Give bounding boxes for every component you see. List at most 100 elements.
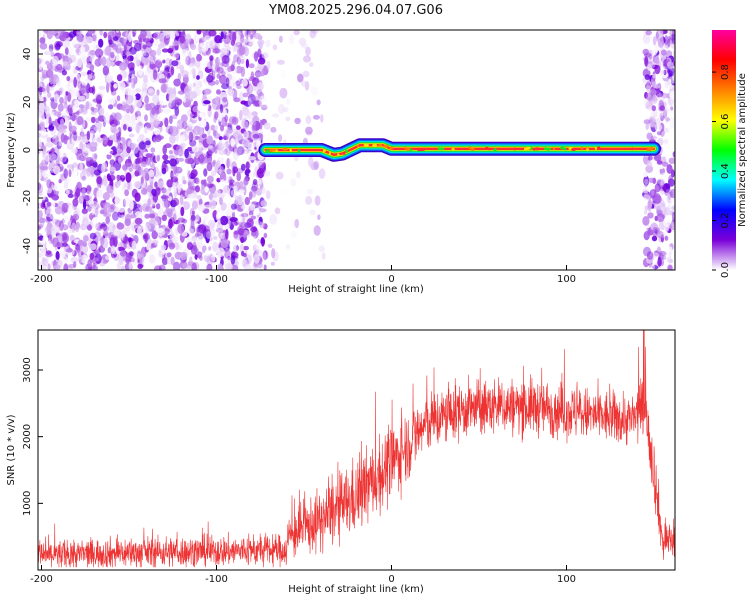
noise-speckle [642,33,651,44]
noise-speckle [664,235,669,241]
x-tick-label: -200 [30,574,53,585]
noise-speckle [215,228,224,233]
noise-speckle [52,184,58,191]
noise-speckle [89,64,95,72]
noise-speckle [83,264,89,270]
noise-speckle [670,106,674,111]
noise-speckle [136,116,144,121]
noise-speckle [255,162,261,167]
noise-speckle [174,96,179,104]
signal-track-speckle [363,143,370,147]
noise-speckle [45,253,52,259]
signal-track-speckle [389,146,394,150]
noise-speckle [172,236,179,242]
colorbar-tick-label: 0.4 [720,163,731,179]
noise-speckle [294,117,301,125]
noise-speckle [46,179,52,189]
noise-speckle [59,158,64,168]
noise-speckle [169,150,173,155]
noise-speckle [249,120,257,126]
noise-speckle [262,170,271,177]
noise-speckle [177,224,185,234]
noise-speckle [93,108,100,119]
noise-speckle [668,157,675,164]
noise-speckle [253,253,260,264]
noise-speckle [95,93,103,101]
noise-speckle [59,225,64,236]
noise-speckle [214,111,219,119]
noise-speckle [651,252,660,258]
noise-speckle [112,211,119,221]
noise-speckle [80,132,85,139]
noise-speckle [184,148,190,159]
noise-speckle [254,66,263,72]
noise-speckle [223,42,230,48]
noise-speckle [648,264,656,270]
x-tick-label: 0 [388,274,394,285]
noise-speckle [65,248,74,253]
noise-speckle [112,132,120,143]
noise-speckle [106,57,111,68]
noise-speckle [206,183,215,188]
noise-speckle [233,245,239,253]
noise-speckle [131,89,137,98]
noise-speckle [209,55,214,61]
noise-speckle [239,91,244,102]
noise-speckle [212,69,217,77]
noise-speckle [88,86,95,94]
noise-speckle [126,181,131,190]
noise-speckle [76,116,84,126]
noise-speckle [52,237,59,248]
noise-speckle [137,65,144,76]
noise-speckle [52,68,59,74]
noise-speckle [122,198,126,208]
noise-speckle [125,51,132,56]
snr-x-label: Height of straight line (km) [288,584,424,595]
noise-speckle [87,30,96,35]
noise-speckle [207,219,216,229]
noise-speckle [52,55,59,65]
noise-speckle [669,259,673,264]
noise-speckle [252,179,258,186]
noise-speckle [233,54,239,63]
noise-speckle [38,63,43,70]
noise-speckle [131,143,137,149]
noise-speckle [667,30,673,37]
noise-speckle [246,218,254,228]
noise-speckle [149,63,156,69]
noise-speckle [92,98,101,103]
noise-speckle [235,216,243,224]
noise-speckle [181,49,189,58]
noise-speckle [185,55,191,66]
noise-speckle [69,189,73,195]
noise-speckle [113,235,118,241]
noise-speckle [84,217,90,227]
noise-speckle [188,121,193,127]
noise-speckle [255,242,263,251]
noise-speckle [225,209,233,217]
noise-speckle [161,214,167,222]
noise-speckle [225,126,233,138]
noise-speckle [155,164,160,175]
signal-track-speckle [526,146,531,150]
noise-speckle [657,37,665,48]
noise-speckle [237,194,243,206]
noise-speckle [229,52,235,62]
noise-speckle [644,56,649,67]
noise-speckle [154,256,160,263]
noise-speckle [155,203,161,210]
noise-speckle [195,178,200,185]
noise-speckle [53,264,61,270]
noise-speckle [261,162,266,170]
noise-speckle [641,108,650,114]
noise-speckle [669,190,673,198]
noise-speckle [49,153,58,163]
noise-speckle [109,150,118,155]
noise-speckle [66,141,74,150]
noise-speckle [55,251,60,261]
noise-speckle [40,245,46,256]
noise-speckle [191,145,199,153]
noise-speckle [239,32,245,43]
noise-speckle [48,116,52,126]
noise-speckle [206,231,212,240]
